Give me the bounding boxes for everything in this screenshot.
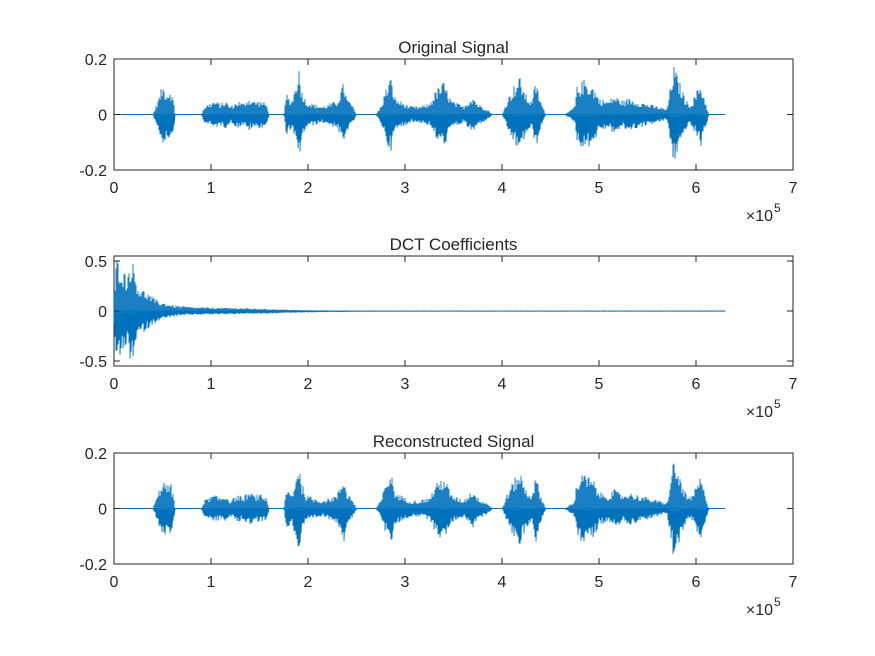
x-tick-label: 3 bbox=[401, 180, 410, 197]
x-tick-label: 0 bbox=[110, 376, 119, 393]
x-tick-label: 5 bbox=[595, 376, 604, 393]
x-exponent-base: ×10 bbox=[746, 208, 773, 225]
x-tick-label: 0 bbox=[110, 574, 119, 591]
y-tick-label: -0.2 bbox=[79, 163, 107, 180]
x-tick-label: 1 bbox=[207, 574, 216, 591]
chart-title: DCT Coefficients bbox=[390, 235, 518, 254]
y-tick-label: 0.2 bbox=[85, 446, 107, 463]
y-tick-label: -0.5 bbox=[79, 354, 107, 371]
x-exponent-base: ×10 bbox=[746, 404, 773, 421]
x-tick-label: 6 bbox=[692, 376, 701, 393]
x-exponent-power: 5 bbox=[774, 397, 781, 411]
y-tick-label: 0 bbox=[98, 304, 107, 321]
y-tick-label: 0.5 bbox=[85, 254, 107, 271]
x-tick-label: 7 bbox=[789, 180, 798, 197]
chart-title: Reconstructed Signal bbox=[373, 432, 535, 451]
x-tick-label: 4 bbox=[498, 376, 507, 393]
y-tick-label: 0 bbox=[98, 108, 107, 125]
x-tick-label: 3 bbox=[401, 376, 410, 393]
x-tick-label: 1 bbox=[207, 180, 216, 197]
x-exponent-base: ×10 bbox=[746, 602, 773, 619]
y-tick-label: 0 bbox=[98, 502, 107, 519]
x-tick-label: 5 bbox=[595, 180, 604, 197]
x-tick-label: 6 bbox=[692, 574, 701, 591]
x-tick-label: 0 bbox=[110, 180, 119, 197]
x-tick-label: 4 bbox=[498, 574, 507, 591]
x-tick-label: 2 bbox=[304, 180, 313, 197]
x-exponent-label: ×10 bbox=[746, 404, 773, 421]
x-tick-label: 7 bbox=[789, 376, 798, 393]
x-tick-label: 6 bbox=[692, 180, 701, 197]
x-tick-label: 3 bbox=[401, 574, 410, 591]
x-exponent-power: 5 bbox=[774, 595, 781, 609]
y-tick-label: -0.2 bbox=[79, 557, 107, 574]
x-tick-label: 2 bbox=[304, 376, 313, 393]
x-tick-label: 7 bbox=[789, 574, 798, 591]
x-exponent-label: ×10 bbox=[746, 208, 773, 225]
x-tick-label: 2 bbox=[304, 574, 313, 591]
y-tick-label: 0.2 bbox=[85, 52, 107, 69]
chart-title: Original Signal bbox=[398, 38, 509, 57]
x-tick-label: 1 bbox=[207, 376, 216, 393]
x-exponent-label: ×10 bbox=[746, 602, 773, 619]
x-tick-label: 4 bbox=[498, 180, 507, 197]
x-exponent-power: 5 bbox=[774, 201, 781, 215]
x-tick-label: 5 bbox=[595, 574, 604, 591]
